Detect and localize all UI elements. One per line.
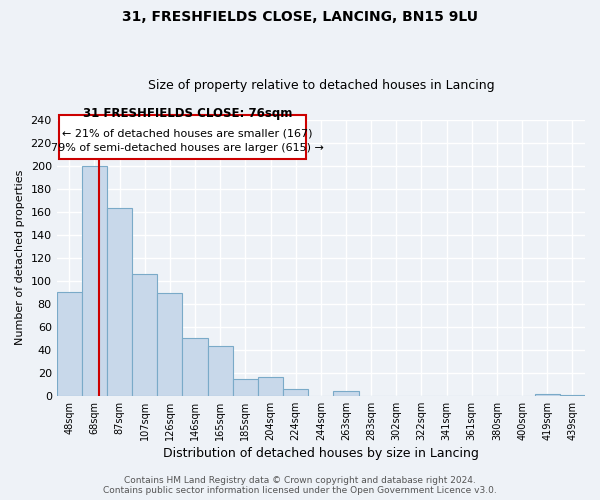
Text: ← 21% of detached houses are smaller (167): ← 21% of detached houses are smaller (16… <box>62 128 313 138</box>
Bar <box>334 391 359 396</box>
Bar <box>107 208 132 396</box>
Bar <box>82 166 107 396</box>
FancyBboxPatch shape <box>59 115 306 158</box>
Bar <box>56 292 82 396</box>
Bar <box>258 378 283 396</box>
Text: 79% of semi-detached houses are larger (615) →: 79% of semi-detached houses are larger (… <box>51 144 324 154</box>
Bar <box>182 338 208 396</box>
Bar <box>233 378 258 396</box>
X-axis label: Distribution of detached houses by size in Lancing: Distribution of detached houses by size … <box>163 447 479 460</box>
Bar <box>560 394 585 396</box>
Text: Contains HM Land Registry data © Crown copyright and database right 2024.
Contai: Contains HM Land Registry data © Crown c… <box>103 476 497 495</box>
Bar <box>535 394 560 396</box>
Title: Size of property relative to detached houses in Lancing: Size of property relative to detached ho… <box>148 79 494 92</box>
Text: 31 FRESHFIELDS CLOSE: 76sqm: 31 FRESHFIELDS CLOSE: 76sqm <box>83 106 292 120</box>
Y-axis label: Number of detached properties: Number of detached properties <box>15 170 25 346</box>
Bar <box>157 294 182 396</box>
Bar <box>283 389 308 396</box>
Text: 31, FRESHFIELDS CLOSE, LANCING, BN15 9LU: 31, FRESHFIELDS CLOSE, LANCING, BN15 9LU <box>122 10 478 24</box>
Bar <box>132 274 157 396</box>
Bar <box>208 346 233 396</box>
